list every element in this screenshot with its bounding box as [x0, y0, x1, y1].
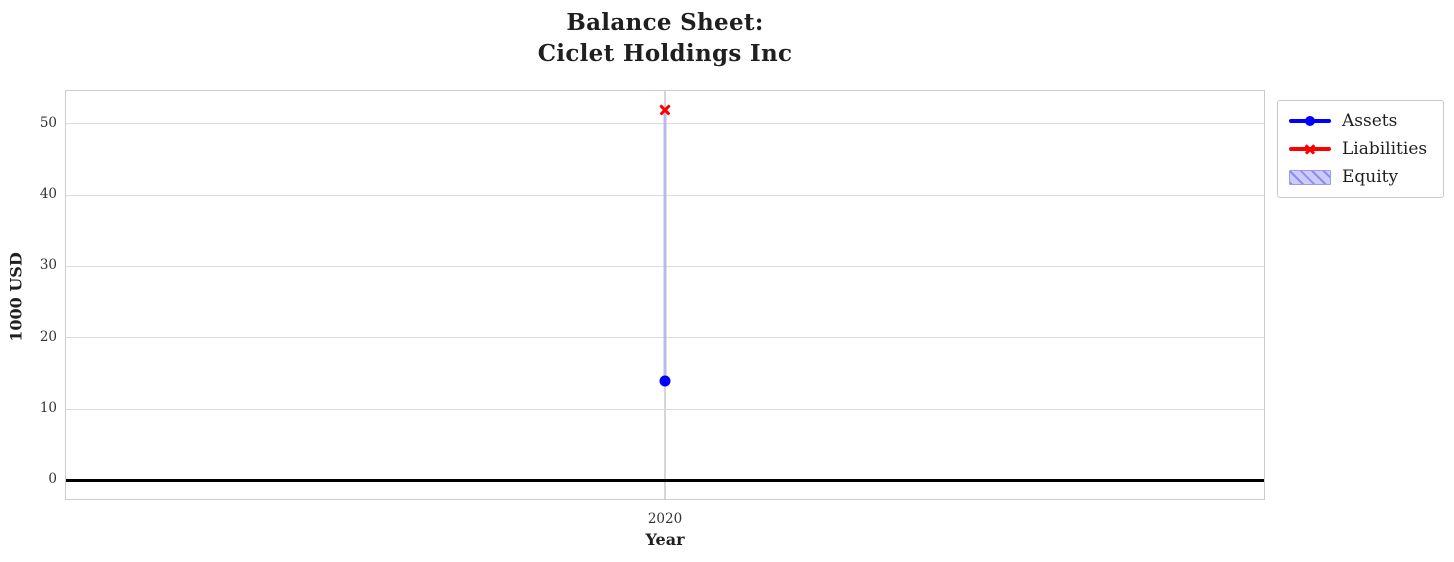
- chart-title-line2: Ciclet Holdings Inc: [537, 40, 793, 67]
- equity-swatch-icon: [1289, 169, 1331, 185]
- y-tick-label-30: 30: [39, 257, 57, 274]
- zero-line: [66, 479, 1264, 482]
- y-tick-label-10: 10: [39, 400, 57, 417]
- legend-item-liabilities: Liabilities: [1289, 138, 1432, 160]
- circle-marker-icon: [1305, 116, 1315, 126]
- legend: Assets Liabilities Equity: [1277, 100, 1444, 198]
- y-tick-label-40: 40: [39, 186, 57, 203]
- assets-line-icon: [1289, 116, 1331, 126]
- x-axis-label: Year: [645, 530, 685, 549]
- liabilities-line-icon: [1289, 143, 1331, 155]
- legend-item-equity: Equity: [1289, 166, 1432, 188]
- y-tick-label-50: 50: [39, 114, 57, 131]
- chart-title: Balance Sheet: Ciclet Holdings Inc: [65, 7, 1265, 69]
- assets-point: [659, 375, 671, 387]
- x-marker-icon: [1304, 143, 1316, 155]
- legend-label-equity: Equity: [1342, 167, 1399, 187]
- equity-bar: [663, 109, 667, 381]
- plot-area: [65, 90, 1265, 500]
- legend-label-liabilities: Liabilities: [1342, 139, 1428, 159]
- legend-item-assets: Assets: [1289, 110, 1432, 132]
- y-tick-label-20: 20: [39, 328, 57, 345]
- chart-title-line1: Balance Sheet:: [566, 9, 764, 36]
- legend-label-assets: Assets: [1342, 111, 1398, 131]
- y-tick-label-0: 0: [48, 471, 57, 488]
- x-tick-label: 2020: [647, 511, 683, 527]
- liabilities-point: [659, 103, 672, 116]
